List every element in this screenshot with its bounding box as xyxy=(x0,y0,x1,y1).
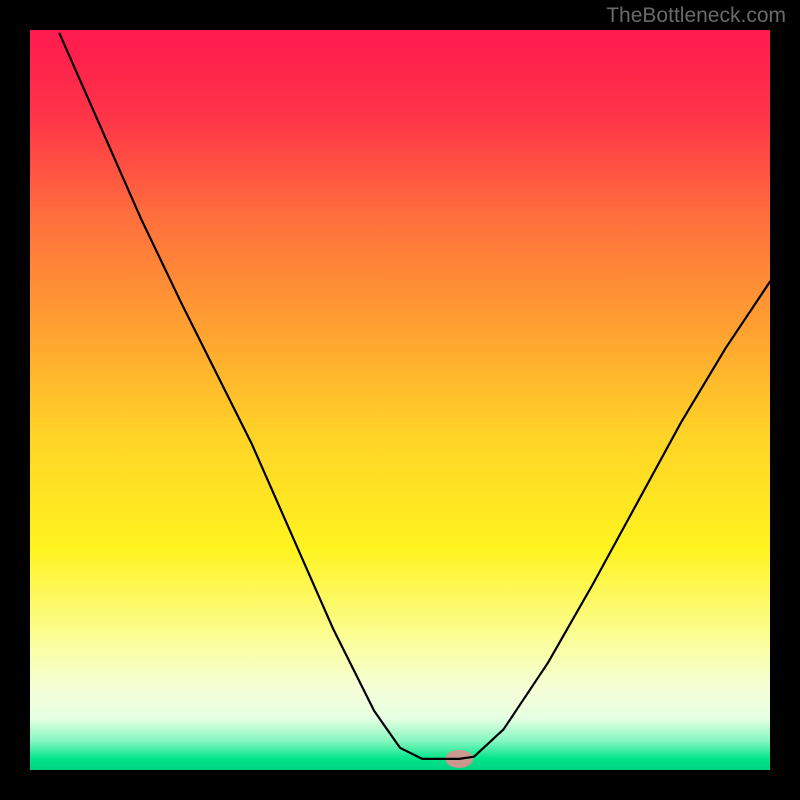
chart-plot-area xyxy=(30,30,770,770)
bottleneck-curve-chart xyxy=(30,30,770,770)
chart-background-gradient xyxy=(30,30,770,770)
watermark-text: TheBottleneck.com xyxy=(606,4,786,28)
